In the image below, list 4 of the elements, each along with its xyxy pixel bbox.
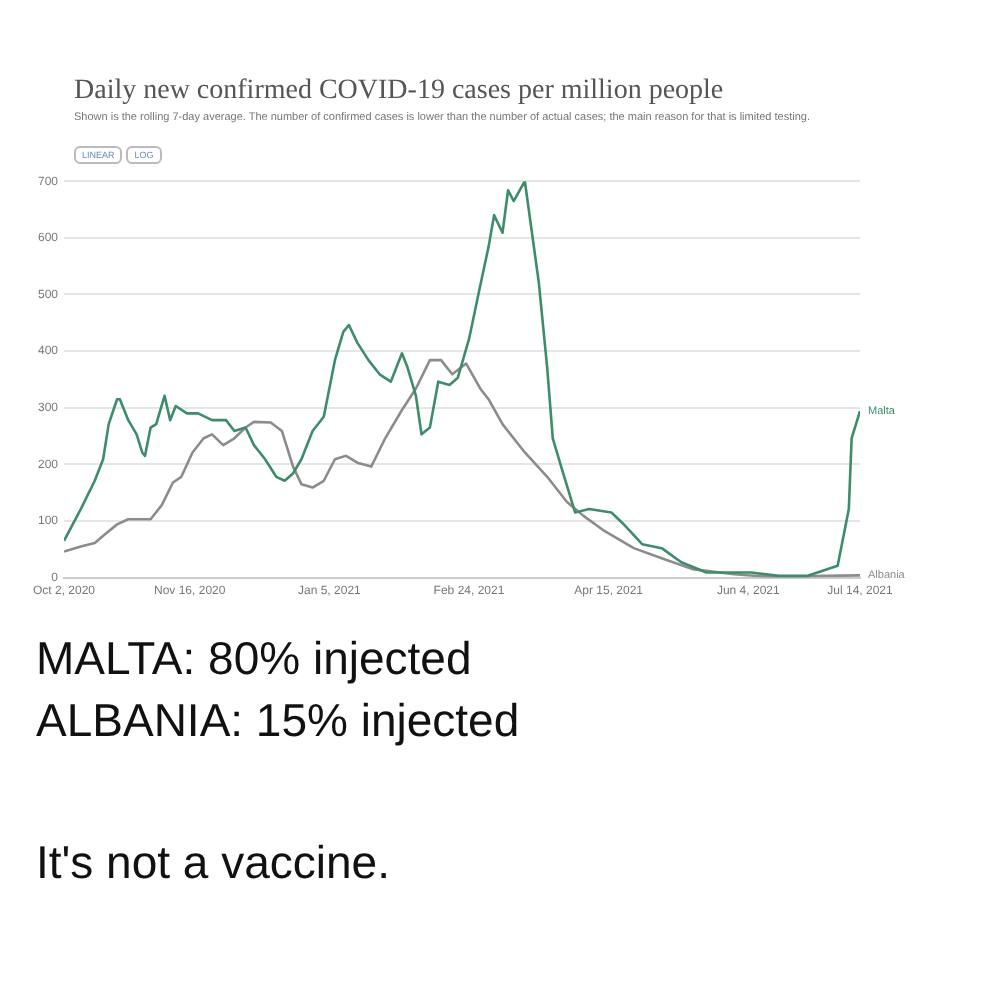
text: It's not a vaccine. (36, 834, 392, 892)
text: ALBANIA: 15% injected (36, 692, 520, 750)
chart-title: Daily new confirmed COVID-19 cases per million people (74, 76, 724, 108)
text: MALTA: 80% injected (36, 630, 474, 688)
